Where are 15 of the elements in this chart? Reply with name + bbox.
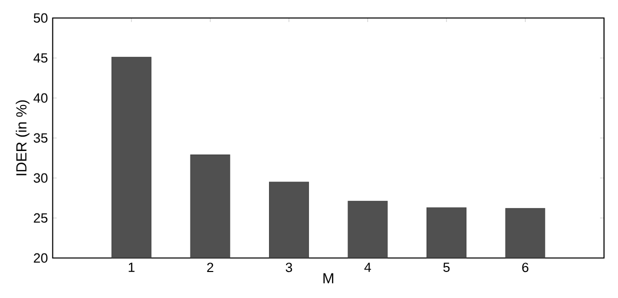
- y-tick-label: 50: [34, 13, 48, 23]
- x-tick-label: 4: [364, 262, 372, 272]
- y-tick-label: 20: [34, 253, 48, 263]
- y-axis-title: IDER (in %): [16, 100, 30, 176]
- y-tick-label: 30: [34, 173, 48, 183]
- x-tick-label: 6: [522, 262, 528, 272]
- y-tick-label: 35: [34, 133, 48, 143]
- x-tick-label: 5: [443, 262, 450, 272]
- x-tick-label: 3: [286, 262, 292, 272]
- x-tick-label: 1: [128, 262, 134, 272]
- y-tick-label: 45: [34, 53, 48, 63]
- x-tick-label: 2: [207, 262, 214, 272]
- y-tick-label: 25: [34, 213, 48, 223]
- x-axis-title: M: [323, 273, 334, 284]
- y-tick-label: 40: [34, 93, 48, 103]
